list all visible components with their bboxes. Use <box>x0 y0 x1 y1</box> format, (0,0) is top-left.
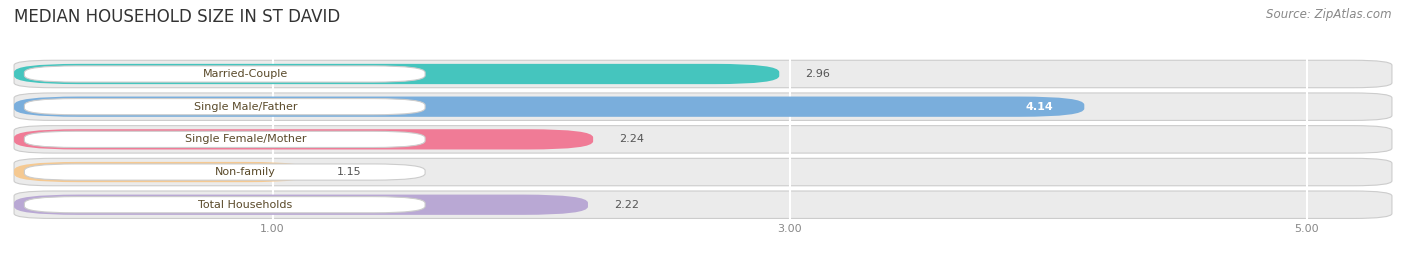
Text: 1.15: 1.15 <box>337 167 361 177</box>
Text: Non-family: Non-family <box>215 167 276 177</box>
FancyBboxPatch shape <box>14 64 779 84</box>
FancyBboxPatch shape <box>24 164 425 180</box>
FancyBboxPatch shape <box>14 158 1392 186</box>
FancyBboxPatch shape <box>14 129 593 150</box>
FancyBboxPatch shape <box>14 60 1392 88</box>
FancyBboxPatch shape <box>24 66 425 82</box>
FancyBboxPatch shape <box>14 126 1392 153</box>
Text: 2.22: 2.22 <box>614 200 638 210</box>
FancyBboxPatch shape <box>14 96 1084 117</box>
FancyBboxPatch shape <box>14 191 1392 218</box>
Text: MEDIAN HOUSEHOLD SIZE IN ST DAVID: MEDIAN HOUSEHOLD SIZE IN ST DAVID <box>14 8 340 26</box>
Text: Total Households: Total Households <box>198 200 292 210</box>
FancyBboxPatch shape <box>24 99 425 115</box>
Text: Single Male/Father: Single Male/Father <box>194 102 297 112</box>
Text: Married-Couple: Married-Couple <box>202 69 288 79</box>
FancyBboxPatch shape <box>14 195 588 215</box>
FancyBboxPatch shape <box>24 131 425 147</box>
FancyBboxPatch shape <box>24 197 425 213</box>
FancyBboxPatch shape <box>14 93 1392 120</box>
Text: 2.96: 2.96 <box>806 69 830 79</box>
Text: Source: ZipAtlas.com: Source: ZipAtlas.com <box>1267 8 1392 21</box>
Text: 2.24: 2.24 <box>619 134 644 144</box>
Text: 4.14: 4.14 <box>1025 102 1053 112</box>
Text: Single Female/Mother: Single Female/Mother <box>184 134 307 144</box>
FancyBboxPatch shape <box>14 162 311 182</box>
